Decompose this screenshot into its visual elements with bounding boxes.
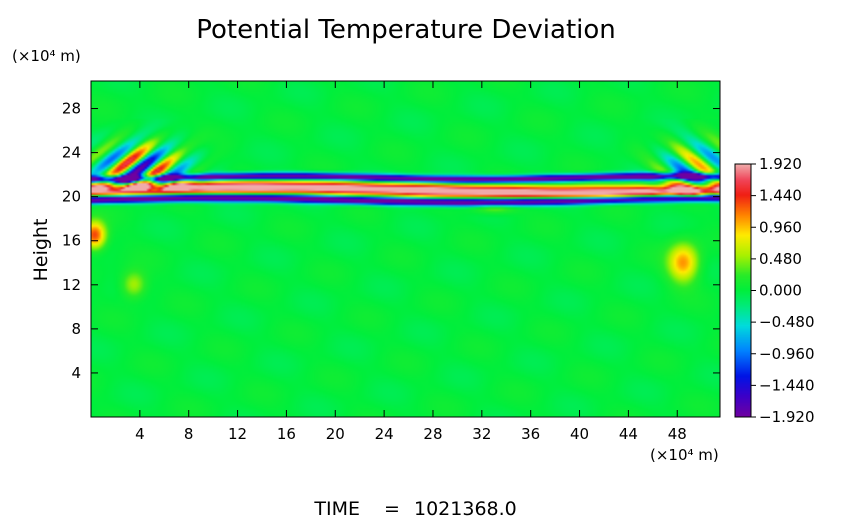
x-tick-label: 4 xyxy=(135,425,145,443)
y-tick-label: 16 xyxy=(62,232,81,250)
x-tick-label: 16 xyxy=(277,425,296,443)
time-value: 1021368.0 xyxy=(414,498,517,519)
y-tick-label: 8 xyxy=(71,320,81,338)
y-tick-label: 24 xyxy=(62,144,81,162)
colorbar-gradient xyxy=(735,164,751,417)
y-axis-label: Height xyxy=(30,219,52,282)
plot-area xyxy=(90,80,721,418)
colorbar-tick-label: 0.480 xyxy=(759,250,802,268)
time-label: TIME xyxy=(313,498,360,519)
colorbar-tick-label: 0.960 xyxy=(759,218,802,236)
x-axis-ticks: 4 8 12 16 20 24 28 32 36 40 44 48 xyxy=(135,81,687,443)
colorbar-tick-label: −1.440 xyxy=(759,376,815,394)
x-tick-label: 48 xyxy=(668,425,687,443)
colorbar: 1.920 1.440 0.960 0.480 0.000 −0.480 −0.960 −1.… xyxy=(734,155,815,426)
time-equals: = xyxy=(384,498,400,519)
plot-frame xyxy=(90,80,721,418)
x-tick-label: 12 xyxy=(228,425,247,443)
x-tick-label: 36 xyxy=(521,425,540,443)
colorbar-tick-label: 1.440 xyxy=(759,187,802,205)
x-tick-label: 32 xyxy=(472,425,491,443)
heatmap-field xyxy=(91,81,720,417)
colorbar-tick-label: 0.000 xyxy=(759,282,802,300)
time-readout: TIME = 1021368.0 xyxy=(313,498,516,519)
colorbar-tick-label: −0.480 xyxy=(759,313,815,331)
y-unit-label: (×10⁴ m) xyxy=(12,47,81,65)
x-tick-label: 44 xyxy=(619,425,638,443)
colorbar-ticks: 1.920 1.440 0.960 0.480 0.000 −0.480 −0.960 −1.… xyxy=(751,155,815,426)
x-tick-label: 40 xyxy=(570,425,589,443)
colorbar-tick-label: −1.920 xyxy=(759,408,815,426)
y-tick-label: 4 xyxy=(71,364,81,382)
colorbar-tick-label: 1.920 xyxy=(759,155,802,173)
chart-title: Potential Temperature Deviation xyxy=(196,15,616,45)
colorbar-tick-label: −0.960 xyxy=(759,345,815,363)
y-tick-label: 20 xyxy=(62,188,81,206)
x-tick-label: 8 xyxy=(184,425,194,443)
x-tick-label: 20 xyxy=(326,425,345,443)
y-axis-ticks: 4 8 12 16 20 24 28 xyxy=(62,100,720,382)
x-tick-label: 28 xyxy=(423,425,442,443)
y-tick-label: 28 xyxy=(62,100,81,118)
y-tick-label: 12 xyxy=(62,276,81,294)
x-unit-label: (×10⁴ m) xyxy=(650,446,719,464)
x-tick-label: 24 xyxy=(375,425,394,443)
